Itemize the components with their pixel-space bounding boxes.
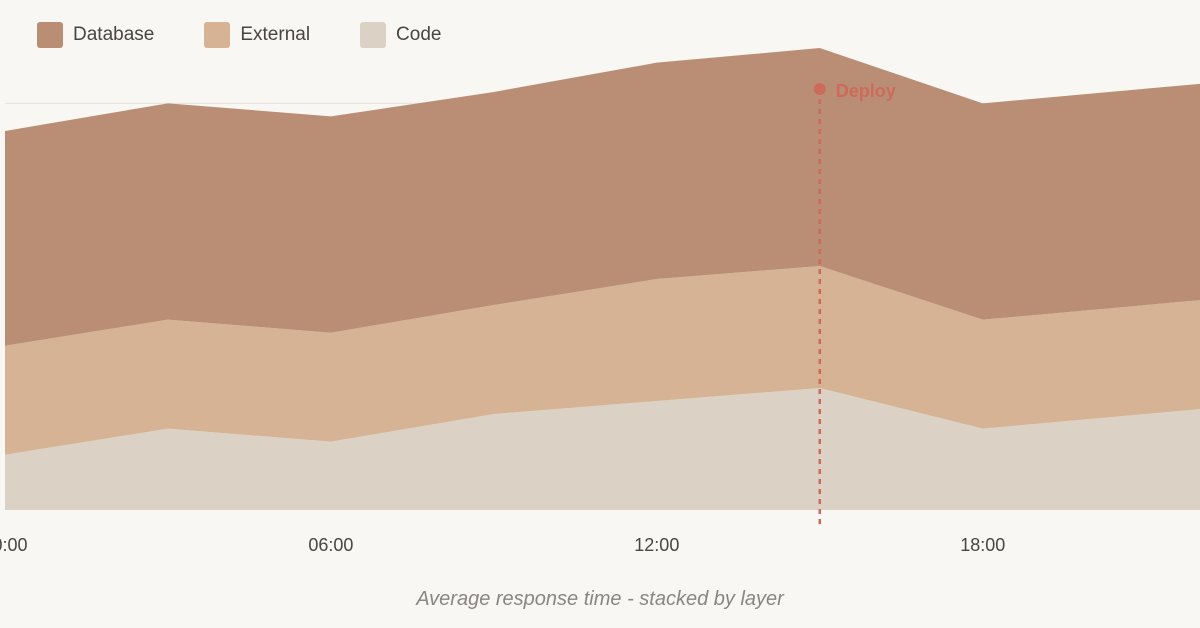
legend-label-external: External (240, 24, 311, 45)
legend-swatch-code (360, 22, 387, 48)
legend-item-external[interactable]: External (204, 22, 310, 48)
legend-swatch-external (204, 22, 231, 48)
x-tick-label-1200: 12:00 (634, 535, 679, 555)
deploy-marker-dot (813, 83, 826, 95)
x-tick-label-0000: 00:00 (0, 535, 28, 555)
area-series-external (5, 266, 1200, 455)
x-tick-label-0600: 06:00 (308, 535, 353, 555)
legend-item-code[interactable]: Code (360, 22, 441, 48)
legend-swatch-database (37, 22, 63, 48)
area-series-database (5, 48, 1200, 346)
area-series-code (5, 388, 1200, 510)
chart-caption: Average response time - stacked by layer (416, 588, 784, 610)
legend-label-code: Code (396, 24, 442, 45)
legend-item-database[interactable]: Database (37, 22, 154, 48)
x-tick-label-1800: 18:00 (960, 535, 1005, 555)
deploy-annotation-label: Deploy (836, 81, 896, 101)
chart-legend: Database External Code (37, 22, 491, 48)
legend-label-database: Database (73, 24, 155, 45)
